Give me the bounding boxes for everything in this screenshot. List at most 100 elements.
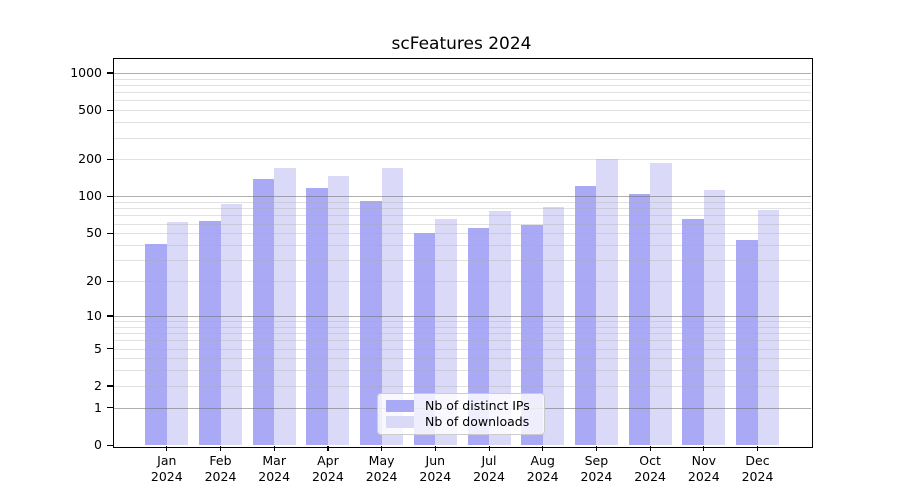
x-tick-oct (649, 446, 651, 451)
bar-downloads-aug (542, 207, 565, 445)
x-tick-label-oct: Oct 2024 (634, 453, 666, 484)
minor-gridline-30 (113, 260, 811, 262)
minor-gridline-8 (113, 326, 811, 328)
major-gridline-1000 (113, 72, 811, 74)
bar-downloads-feb (220, 204, 242, 445)
minor-gridline-600 (113, 100, 811, 102)
legend-item-distinct-ips: Nb of distinct IPs (386, 398, 539, 414)
y-tick-1000 (106, 72, 113, 74)
y-tick-200 (106, 158, 113, 161)
y-tick-label-1: 1 (94, 399, 102, 415)
x-tick-mar (273, 446, 275, 451)
legend-label-downloads: Nb of downloads (425, 414, 530, 429)
bar-downloads-nov (703, 189, 726, 445)
legend-swatch-distinct-ips (386, 399, 414, 412)
minor-gridline-300 (113, 137, 811, 139)
chart-title: scFeatures 2024 (391, 34, 532, 54)
minor-gridline-70 (113, 215, 811, 217)
y-tick-0 (106, 444, 113, 446)
y-tick-20 (106, 280, 113, 282)
x-tick-sep (595, 446, 598, 451)
x-tick-jan (166, 446, 168, 451)
y-tick-500 (106, 109, 113, 111)
y-tick-label-500: 500 (78, 102, 102, 118)
major-gridline-100 (113, 196, 811, 198)
bar-downloads-may (381, 167, 404, 445)
x-tick-label-nov: Nov 2024 (687, 453, 720, 484)
bar-downloads-jun (435, 219, 457, 445)
x-tick-label-aug: Aug 2024 (526, 453, 559, 484)
x-tick-label-may: May 2024 (365, 453, 398, 484)
major-gridline-10 (113, 315, 811, 317)
y-tick-label-10: 10 (86, 307, 102, 323)
minor-gridline-60 (113, 223, 811, 225)
x-tick-jun (434, 446, 436, 451)
legend-item-downloads: Nb of downloads (386, 414, 539, 430)
legend-label-distinct-ips: Nb of distinct IPs (425, 398, 530, 413)
x-tick-label-apr: Apr 2024 (311, 453, 344, 484)
minor-gridline-3 (113, 370, 811, 372)
y-tick-50 (106, 232, 113, 234)
x-tick-may (381, 446, 383, 451)
y-tick-label-50: 50 (86, 225, 102, 241)
y-tick-2 (106, 385, 113, 387)
minor-gridline-40 (113, 245, 811, 246)
bar-distinct-ips-may (360, 200, 382, 445)
x-tick-label-jan: Jan 2024 (150, 453, 183, 484)
y-tick-1 (106, 407, 113, 409)
minor-gridline-50 (113, 233, 811, 235)
x-tick-label-mar: Mar 2024 (258, 453, 291, 484)
y-tick-label-100: 100 (78, 188, 102, 204)
x-tick-label-dec: Dec 2024 (741, 453, 774, 484)
bar-downloads-mar (274, 168, 296, 445)
minor-gridline-2 (113, 385, 811, 387)
bar-downloads-sep (596, 159, 618, 445)
y-tick-5 (106, 348, 113, 350)
bar-downloads-oct (650, 163, 672, 445)
x-tick-label-jul: Jul 2024 (473, 453, 505, 484)
y-tick-label-5: 5 (94, 340, 102, 356)
minor-gridline-6 (113, 340, 811, 342)
minor-gridline-400 (113, 122, 811, 124)
y-tick-label-2: 2 (94, 377, 102, 393)
y-tick-100 (106, 195, 113, 198)
legend-swatch-downloads (386, 415, 414, 428)
minor-gridline-90 (113, 202, 811, 204)
minor-gridline-7 (113, 333, 811, 335)
minor-gridline-5 (113, 348, 811, 350)
minor-gridline-700 (113, 92, 811, 94)
bar-distinct-ips-dec (736, 240, 758, 445)
bar-downloads-jul (489, 211, 511, 445)
bar-distinct-ips-aug (521, 225, 543, 445)
bar-distinct-ips-feb (199, 221, 221, 445)
x-tick-label-feb: Feb 2024 (204, 453, 237, 484)
bar-downloads-apr (327, 175, 350, 445)
minor-gridline-800 (113, 84, 811, 86)
y-tick-10 (106, 315, 113, 317)
minor-gridline-80 (113, 208, 811, 210)
bar-distinct-ips-oct (628, 194, 651, 445)
minor-gridline-20 (113, 281, 811, 283)
x-tick-dec (757, 446, 759, 451)
minor-gridline-4 (113, 358, 811, 360)
minor-gridline-200 (113, 159, 811, 161)
bar-distinct-ips-nov (682, 218, 704, 445)
bar-distinct-ips-jul (467, 228, 489, 445)
x-tick-nov (703, 446, 705, 451)
y-tick-label-1000: 1000 (70, 64, 102, 80)
bar-distinct-ips-mar (252, 179, 275, 445)
x-tick-apr (327, 446, 329, 451)
bar-distinct-ips-jun (413, 233, 436, 445)
x-tick-aug (542, 446, 544, 451)
y-tick-label-20: 20 (86, 273, 102, 289)
bar-distinct-ips-jan (145, 243, 167, 445)
legend: Nb of distinct IPs Nb of downloads (377, 392, 545, 435)
minor-gridline-9 (113, 321, 811, 322)
bar-distinct-ips-sep (574, 185, 597, 445)
x-tick-label-jun: Jun 2024 (419, 453, 452, 484)
x-tick-jul (488, 446, 490, 451)
bar-downloads-dec (757, 210, 779, 445)
x-tick-label-sep: Sep 2024 (580, 453, 613, 484)
x-tick-feb (220, 446, 222, 451)
